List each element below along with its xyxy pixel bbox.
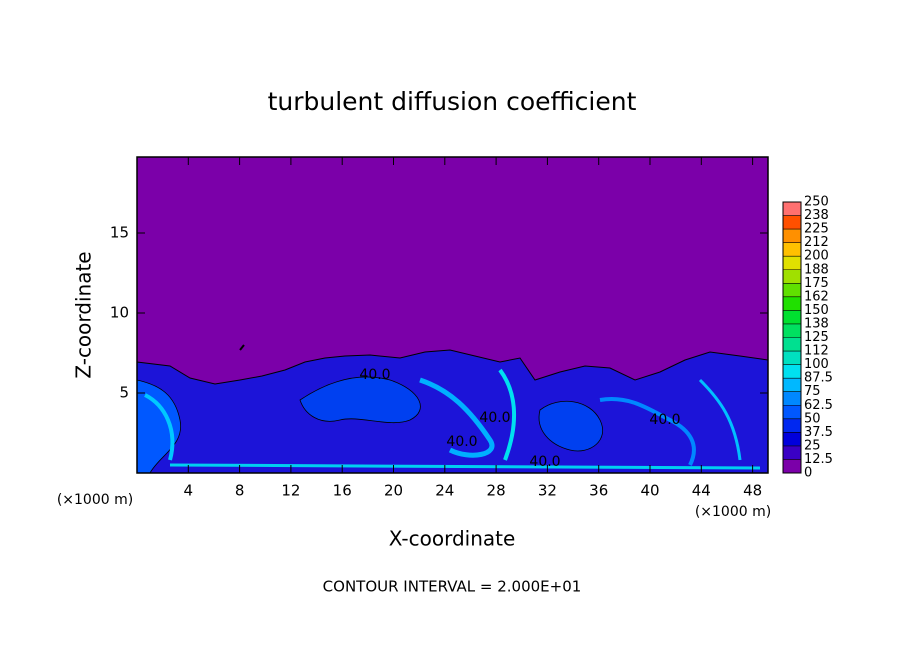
colorbar-bin	[783, 323, 801, 338]
colorbar-bin	[783, 391, 801, 406]
plot-frame	[136, 156, 769, 474]
colorbar-bin	[783, 418, 801, 433]
x-unit-label: (×1000 m)	[695, 504, 771, 520]
contour-label: 40.0	[529, 454, 560, 470]
colorbar-label: 75	[804, 384, 821, 399]
y-tick-label: 10	[110, 304, 129, 322]
colorbar-bin	[783, 364, 801, 379]
colorbar-label: 150	[804, 303, 829, 318]
colorbar-bin	[783, 296, 801, 311]
colorbar-label: 250	[804, 195, 829, 210]
contour-field	[136, 157, 769, 474]
colorbar-label: 212	[804, 235, 829, 250]
colorbar-bin	[783, 337, 801, 352]
colorbar-bin	[783, 215, 801, 230]
x-tick-label: 28	[487, 482, 506, 500]
contour-label: 40.0	[446, 434, 477, 450]
x-tick-label: 40	[640, 482, 659, 500]
colorbar-bin	[783, 351, 801, 365]
colorbar-label: 175	[804, 276, 829, 291]
colorbar-bin	[783, 378, 801, 392]
y-axis-label: Z-coordinate	[72, 251, 96, 378]
colorbar-bin	[783, 445, 801, 460]
colorbar-label: 200	[804, 249, 829, 264]
x-tick-label: 20	[384, 482, 403, 500]
colorbar-bin	[783, 202, 801, 216]
colorbar-label: 25	[804, 438, 821, 453]
colorbar-bin	[783, 432, 801, 446]
x-unit-label: (×1000 m)	[57, 492, 133, 508]
colorbar-bin	[783, 405, 801, 419]
colorbar-bin	[783, 310, 801, 324]
x-tick-label: 4	[184, 482, 194, 500]
colorbar-label: 50	[804, 411, 821, 426]
colorbar-bin	[783, 229, 801, 243]
x-tick-label: 8	[235, 482, 245, 500]
contour-label: 40.0	[649, 412, 680, 428]
colorbar-bin	[783, 283, 801, 297]
x-tick-label: 48	[743, 482, 762, 500]
colorbar-label: 12.5	[804, 452, 833, 467]
colorbar-label: 238	[804, 208, 829, 223]
colorbar-label: 125	[804, 330, 829, 345]
colorbar-bin	[783, 269, 801, 284]
colorbar-bin	[783, 256, 801, 270]
x-axis-label: X-coordinate	[389, 527, 516, 551]
colorbar-label: 87.5	[804, 371, 833, 386]
chart-title: turbulent diffusion coefficient	[268, 87, 637, 116]
contour-label: 40.0	[359, 367, 390, 383]
x-tick-label: 32	[538, 482, 557, 500]
colorbar-label: 37.5	[804, 425, 833, 440]
x-tick-label: 12	[281, 482, 300, 500]
colorbar-label: 0	[804, 466, 812, 481]
contour-label: 40.0	[479, 410, 510, 426]
colorbar-label: 188	[804, 262, 829, 277]
x-tick-label: 36	[589, 482, 608, 500]
colorbar-bin	[783, 242, 801, 257]
x-tick-label: 16	[333, 482, 352, 500]
colorbar-label: 225	[804, 222, 829, 237]
colorbar-label: 62.5	[804, 398, 833, 413]
colorbar-bin	[783, 459, 801, 473]
colorbar-label: 100	[804, 357, 829, 372]
colorbar-label: 112	[804, 344, 829, 359]
colorbar-label: 162	[804, 289, 829, 304]
y-tick-label: 5	[119, 384, 129, 402]
colorbar-label: 138	[804, 316, 829, 331]
footer: CONTOUR INTERVAL = 2.000E+01	[323, 578, 582, 596]
x-tick-label: 24	[435, 482, 454, 500]
y-tick-label: 15	[110, 224, 129, 242]
x-tick-label: 44	[692, 482, 711, 500]
